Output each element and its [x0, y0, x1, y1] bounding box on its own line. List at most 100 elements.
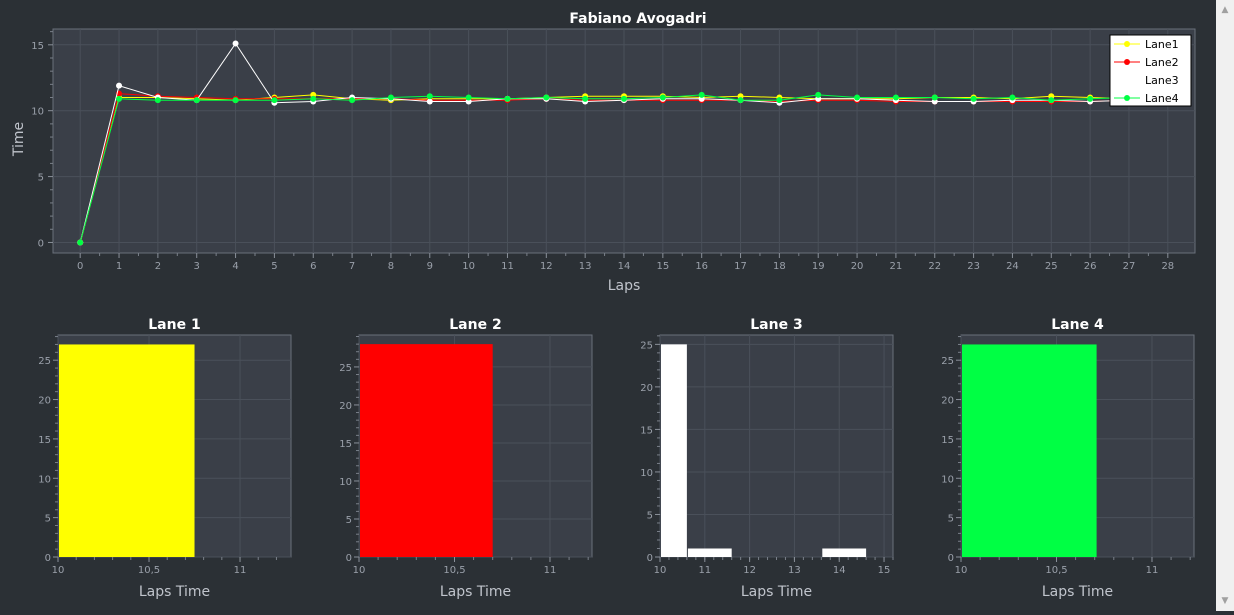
- x-tick-label: 10,5: [1045, 565, 1067, 576]
- data-point: [77, 239, 84, 246]
- x-tick-label: 5: [271, 261, 277, 272]
- x-tick-label: 17: [734, 261, 747, 272]
- x-tick-label: 6: [310, 261, 316, 272]
- hist-x-axis-label: Laps Time: [741, 584, 812, 600]
- scroll-down-arrow-icon[interactable]: ▼: [1221, 596, 1229, 606]
- hist-bar: [822, 548, 867, 557]
- x-tick-label: 10,5: [443, 565, 465, 576]
- legend-label: Lane1: [1145, 38, 1179, 51]
- x-tick-label: 24: [1006, 261, 1019, 272]
- x-tick-label: 14: [618, 261, 631, 272]
- legend-label: Lane2: [1145, 56, 1179, 69]
- y-tick-label: 20: [38, 396, 51, 407]
- y-tick-label: 10: [941, 474, 954, 485]
- y-tick-label: 20: [339, 401, 352, 412]
- data-point: [776, 97, 783, 104]
- x-tick-label: 26: [1084, 261, 1097, 272]
- y-tick-label: 5: [45, 514, 51, 525]
- histogram-lane-2: 10 10,5 11 0 5 10 15 20 25 Lane 2 Laps Time: [339, 317, 593, 600]
- y-tick-label: 0: [948, 553, 954, 564]
- data-point: [892, 94, 899, 101]
- data-point: [698, 91, 705, 98]
- x-tick-label: 22: [928, 261, 941, 272]
- data-point: [582, 95, 589, 102]
- data-point: [465, 94, 472, 101]
- hist-bar: [962, 344, 1097, 557]
- line-grid: [50, 29, 1195, 256]
- x-tick-label: 11: [501, 261, 514, 272]
- hist-x-axis-label: Laps Time: [1042, 584, 1113, 600]
- hist-bar: [661, 344, 687, 557]
- y-tick-label: 25: [339, 363, 352, 374]
- data-point: [232, 40, 239, 47]
- data-point: [815, 91, 822, 98]
- legend-swatch-marker: [1124, 95, 1130, 101]
- x-tick-label: 4: [232, 261, 238, 272]
- data-point: [659, 94, 666, 101]
- data-point: [1087, 95, 1094, 102]
- data-point: [116, 95, 123, 102]
- y-tick-label: 20: [640, 383, 653, 394]
- data-point: [970, 95, 977, 102]
- x-tick-label: 28: [1161, 261, 1174, 272]
- data-point: [271, 97, 278, 104]
- x-tick-label: 15: [656, 261, 669, 272]
- scroll-up-arrow-icon[interactable]: ▲: [1221, 5, 1229, 15]
- data-point: [504, 95, 511, 102]
- y-tick-label: 20: [941, 396, 954, 407]
- legend-swatch-marker: [1124, 59, 1130, 65]
- histogram-lane-3: 10 11 12 13 14 15 0 5 10 15 20 25 Lane 3 Laps Time: [640, 317, 894, 600]
- x-tick-label: 1: [116, 261, 122, 272]
- y-tick-label: 15: [941, 435, 954, 446]
- legend-box: [1109, 34, 1192, 107]
- y-tick-label: 10: [339, 477, 352, 488]
- x-tick-label: 16: [695, 261, 708, 272]
- data-point: [349, 97, 356, 104]
- x-axis-label: Laps: [608, 278, 641, 294]
- x-tick-label: 21: [890, 261, 903, 272]
- y-tick-label: 15: [38, 435, 51, 446]
- data-point: [116, 82, 123, 89]
- vertical-scrollbar[interactable]: ▲ ▼: [1216, 0, 1234, 611]
- line-chart: 0 1 2 3 4 5 6 7 8 9 10 11 12 13 14 15 16 17 18 19 20 21 22 23 24…: [11, 11, 1196, 294]
- x-tick-label: 11: [234, 565, 247, 576]
- hist-plot-area: [659, 334, 894, 558]
- x-tick-label: 9: [427, 261, 433, 272]
- x-tick-label: 11: [544, 565, 557, 576]
- hist-bar: [687, 548, 732, 557]
- x-tick-label: 25: [1045, 261, 1058, 272]
- data-point: [621, 95, 627, 102]
- y-tick-label: 5: [38, 173, 44, 184]
- x-tick-label: 10: [462, 261, 475, 272]
- data-point: [387, 94, 394, 101]
- legend-label: Lane4: [1145, 92, 1179, 105]
- legend: Lane1 Lane2 Lane3 Lane4: [1109, 34, 1192, 107]
- x-tick-label: 7: [349, 261, 355, 272]
- legend-swatch-marker: [1124, 41, 1130, 47]
- x-tick-label: 10: [654, 565, 667, 576]
- y-tick-label: 0: [346, 553, 352, 564]
- data-point: [310, 95, 317, 102]
- x-tick-label: 11: [1146, 565, 1159, 576]
- x-tick-label: 13: [788, 565, 801, 576]
- hist-bar: [59, 344, 195, 557]
- y-tick-label: 10: [31, 107, 44, 118]
- x-tick-label: 13: [579, 261, 592, 272]
- x-tick-label: 18: [773, 261, 786, 272]
- data-point: [931, 94, 938, 101]
- data-point: [543, 94, 550, 101]
- x-tick-label: 10: [955, 565, 968, 576]
- data-point: [737, 97, 744, 104]
- y-tick-label: 5: [948, 514, 954, 525]
- legend-label: Lane3: [1145, 74, 1179, 87]
- x-tick-label: 8: [388, 261, 394, 272]
- y-tick-label: 15: [640, 425, 653, 436]
- hist-x-axis-label: Laps Time: [139, 584, 210, 600]
- x-tick-label: 27: [1123, 261, 1136, 272]
- y-tick-label: 15: [339, 439, 352, 450]
- hist-bar: [360, 344, 493, 557]
- data-point: [854, 94, 861, 101]
- data-point: [232, 97, 239, 104]
- x-tick-label: 2: [155, 261, 161, 272]
- data-point: [426, 93, 433, 100]
